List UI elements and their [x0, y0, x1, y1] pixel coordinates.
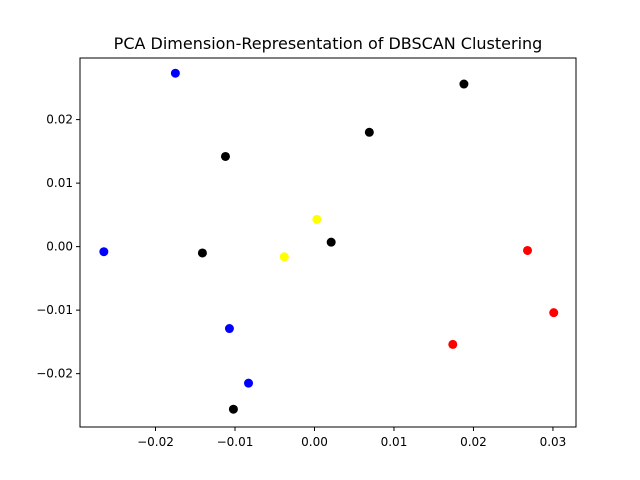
- data-point: [279, 252, 289, 262]
- chart-title: PCA Dimension-Representation of DBSCAN C…: [114, 34, 543, 53]
- x-tick-label: 0.02: [460, 435, 487, 449]
- data-point: [99, 247, 109, 257]
- data-point: [224, 324, 234, 334]
- x-tick-label: −0.01: [217, 435, 254, 449]
- y-tick-label: 0.00: [46, 240, 73, 254]
- data-point: [326, 237, 336, 247]
- data-point: [244, 378, 254, 388]
- data-point: [448, 339, 458, 349]
- data-point: [228, 404, 238, 414]
- data-point: [197, 248, 207, 258]
- data-point: [220, 151, 230, 161]
- data-point: [312, 214, 322, 224]
- data-point: [364, 127, 374, 137]
- data-point: [523, 245, 533, 255]
- y-tick-label: −0.02: [36, 367, 73, 381]
- y-tick-label: 0.01: [46, 176, 73, 190]
- y-tick-label: 0.02: [46, 113, 73, 127]
- x-tick-label: 0.01: [381, 435, 408, 449]
- axis-ticks: −0.02 −0.01 0.00 0.01 0.02 0.03 −0.02 −0.01 0.00…: [36, 113, 566, 449]
- data-points: [99, 68, 559, 414]
- x-tick-label: 0.03: [540, 435, 567, 449]
- x-tick-label: 0.00: [301, 435, 328, 449]
- data-point: [459, 79, 469, 89]
- y-tick-label: −0.01: [36, 303, 73, 317]
- plot-frame: [79, 57, 577, 428]
- data-point: [549, 308, 559, 318]
- data-point: [170, 68, 180, 78]
- x-tick-label: −0.02: [137, 435, 174, 449]
